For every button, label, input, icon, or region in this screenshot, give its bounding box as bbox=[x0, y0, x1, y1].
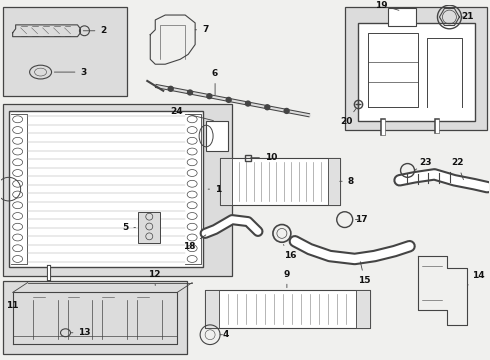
Text: 1: 1 bbox=[208, 185, 221, 194]
Text: 11: 11 bbox=[6, 301, 18, 310]
Bar bbox=[356, 291, 369, 328]
Bar bbox=[2, 7, 127, 96]
Bar bbox=[328, 158, 340, 205]
Text: 18: 18 bbox=[183, 235, 206, 251]
Text: 4: 4 bbox=[220, 330, 228, 339]
Text: 3: 3 bbox=[54, 68, 87, 77]
Text: 13: 13 bbox=[71, 328, 91, 337]
Text: 19: 19 bbox=[375, 1, 399, 10]
Bar bbox=[205, 291, 219, 328]
Text: 22: 22 bbox=[451, 158, 464, 180]
Text: 9: 9 bbox=[284, 270, 290, 288]
Circle shape bbox=[168, 86, 173, 91]
Bar bbox=[206, 121, 228, 151]
Text: 2: 2 bbox=[83, 26, 107, 35]
Bar bbox=[345, 7, 488, 130]
Circle shape bbox=[245, 101, 250, 106]
Text: 15: 15 bbox=[358, 262, 371, 285]
Bar bbox=[2, 104, 232, 276]
Text: 16: 16 bbox=[283, 244, 296, 260]
Text: 10: 10 bbox=[251, 153, 277, 162]
Circle shape bbox=[265, 105, 270, 110]
Bar bbox=[138, 212, 160, 243]
Bar bbox=[358, 23, 475, 121]
Text: 8: 8 bbox=[340, 177, 354, 186]
Text: 5: 5 bbox=[122, 223, 136, 232]
Text: 20: 20 bbox=[341, 109, 356, 126]
Bar bbox=[205, 291, 369, 328]
Text: 14: 14 bbox=[467, 271, 485, 285]
Text: 21: 21 bbox=[462, 13, 474, 22]
Bar bbox=[2, 280, 187, 354]
Bar bbox=[9, 112, 203, 267]
Circle shape bbox=[207, 94, 212, 99]
Bar bbox=[220, 158, 232, 205]
Circle shape bbox=[226, 98, 231, 102]
Text: 24: 24 bbox=[170, 107, 213, 121]
Text: 17: 17 bbox=[355, 215, 368, 224]
Bar bbox=[388, 8, 416, 26]
Text: 23: 23 bbox=[415, 158, 432, 170]
Text: 7: 7 bbox=[195, 25, 209, 34]
Circle shape bbox=[284, 108, 289, 113]
Text: 6: 6 bbox=[212, 69, 218, 95]
Circle shape bbox=[188, 90, 193, 95]
Text: 12: 12 bbox=[148, 270, 161, 285]
Bar bbox=[220, 158, 340, 205]
